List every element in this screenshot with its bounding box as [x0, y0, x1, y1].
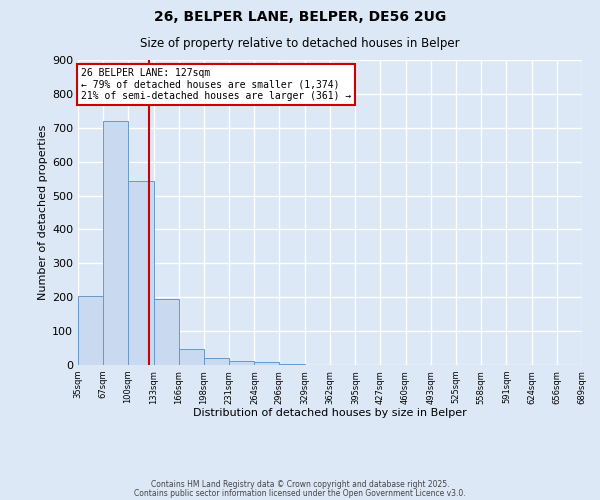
Bar: [179, 349, 203, 365]
Bar: [103, 121, 128, 365]
Text: 26, BELPER LANE, BELPER, DE56 2UG: 26, BELPER LANE, BELPER, DE56 2UG: [154, 10, 446, 24]
X-axis label: Distribution of detached houses by size in Belper: Distribution of detached houses by size …: [193, 408, 467, 418]
Y-axis label: Number of detached properties: Number of detached properties: [38, 125, 48, 300]
Bar: [128, 181, 154, 365]
Bar: [254, 362, 279, 365]
Text: Size of property relative to detached houses in Belper: Size of property relative to detached ho…: [140, 38, 460, 51]
Text: Contains HM Land Registry data © Crown copyright and database right 2025.: Contains HM Land Registry data © Crown c…: [151, 480, 449, 489]
Bar: [279, 364, 305, 365]
Bar: [229, 360, 254, 365]
Text: Contains public sector information licensed under the Open Government Licence v3: Contains public sector information licen…: [134, 489, 466, 498]
Bar: [154, 298, 179, 365]
Bar: [203, 358, 229, 365]
Bar: [78, 296, 103, 365]
Text: 26 BELPER LANE: 127sqm
← 79% of detached houses are smaller (1,374)
21% of semi-: 26 BELPER LANE: 127sqm ← 79% of detached…: [80, 68, 351, 101]
